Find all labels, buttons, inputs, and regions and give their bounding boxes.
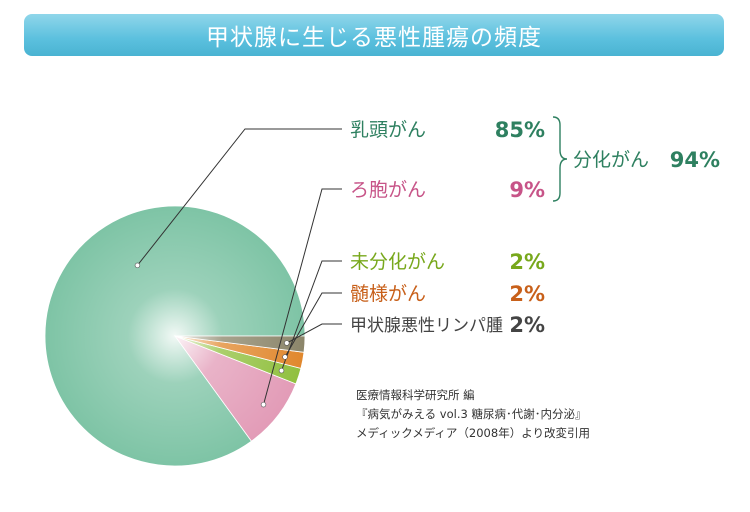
slice-label: 髄様がん [350,283,426,305]
leader-line [286,323,342,344]
leader-dot [282,354,288,360]
slice-label: 甲状腺悪性リンパ腫 [350,316,503,336]
leader-dot [284,340,290,346]
leader-line [284,292,342,358]
leader-dot [260,401,267,408]
group-bracket [552,116,568,202]
slice-value-label: 2% [509,250,545,274]
group-label: 分化がん [573,149,649,171]
leader-line [281,260,342,371]
leader-dot [134,262,141,269]
source-line-3: メディックメディア（2008年）より改変引用 [356,426,590,440]
slice-label: 未分化がん [350,251,445,273]
slice-label: 乳頭がん [350,119,426,141]
leader-line [137,128,342,266]
title-banner: 甲状腺に生じる悪性腫瘍の頻度 [24,14,724,56]
slice-value-label: 2% [509,313,545,337]
chart-title: 甲状腺に生じる悪性腫瘍の頻度 [206,25,542,51]
leader-dot [278,367,285,374]
group-value-label: 94% [670,148,720,172]
source-line-2: 『病気がみえる vol.3 糖尿病･代謝･内分泌』 [356,407,587,421]
source-citation: 医療情報科学研究所 編 『病気がみえる vol.3 糖尿病･代謝･内分泌』 メデ… [356,386,590,443]
slice-value-label: 2% [509,282,545,306]
slice-value-label: 85% [495,118,545,142]
source-line-1: 医療情報科学研究所 編 [356,388,475,402]
leader-line [263,188,342,405]
slice-label: ろ胞がん [350,179,426,201]
slice-value-label: 9% [509,178,545,202]
